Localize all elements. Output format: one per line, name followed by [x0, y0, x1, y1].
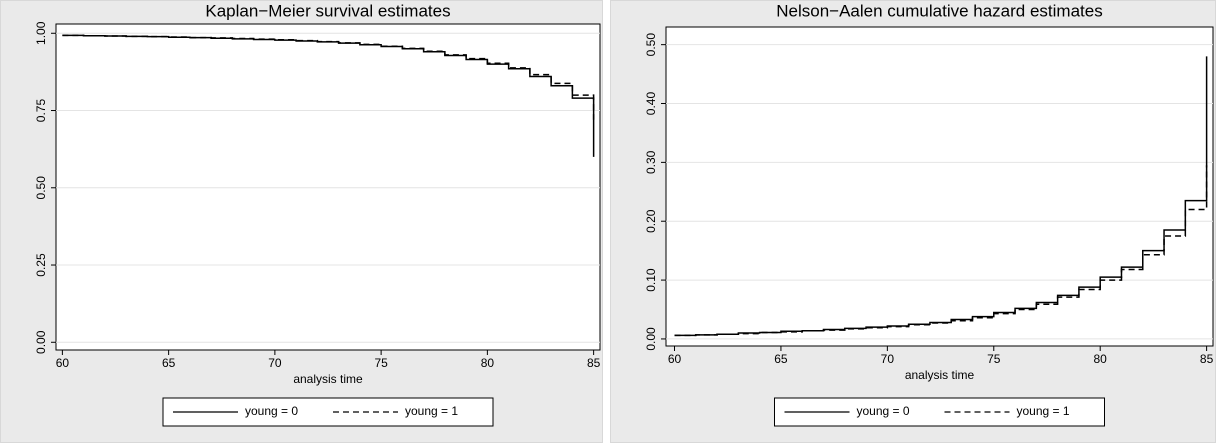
y-tick-label: 0.75	[34, 99, 48, 123]
y-tick-label: 0.10	[644, 268, 658, 292]
x-tick-label: 70	[881, 352, 895, 366]
survival-line	[62, 34, 595, 120]
plot-area	[55, 23, 601, 351]
panel: Nelson−Aalen cumulative hazard estimates…	[610, 0, 1216, 443]
x-tick-label: 80	[481, 356, 495, 370]
y-tick-label: 0.50	[34, 176, 48, 200]
x-axis-label: analysis time	[905, 368, 975, 382]
y-tick-label: 0.00	[34, 330, 48, 354]
chart-title: Kaplan−Meier survival estimates	[205, 1, 450, 20]
x-tick-label: 65	[162, 356, 176, 370]
x-tick-label: 85	[587, 356, 601, 370]
y-tick-label: 1.00	[34, 21, 48, 45]
x-tick-label: 60	[668, 352, 682, 366]
y-tick-label: 0.20	[644, 209, 658, 233]
y-tick-label: 0.25	[34, 253, 48, 277]
x-tick-label: 80	[1094, 352, 1108, 366]
legend-label: young = 1	[405, 404, 458, 418]
x-tick-label: 75	[987, 352, 1001, 366]
x-tick-label: 60	[56, 356, 70, 370]
legend-label: young = 0	[857, 404, 910, 418]
y-tick-label: 0.50	[644, 33, 658, 57]
y-tick-label: 0.40	[644, 92, 658, 116]
legend-box	[162, 397, 494, 427]
chart-title: Nelson−Aalen cumulative hazard estimates	[776, 1, 1102, 20]
x-tick-label: 70	[268, 356, 282, 370]
x-axis-label: analysis time	[293, 372, 363, 386]
panel: Kaplan−Meier survival estimates 0.00 0.25 0…	[0, 0, 603, 443]
x-tick-label: 75	[374, 356, 388, 370]
x-tick-label: 65	[774, 352, 788, 366]
y-tick-label: 0.00	[644, 327, 658, 351]
plot-area	[665, 26, 1214, 347]
survival-line	[674, 165, 1208, 337]
legend-label: young = 0	[245, 404, 298, 418]
x-tick-label: 85	[1200, 352, 1214, 366]
legend-label: young = 1	[1017, 404, 1070, 418]
y-tick-label: 0.30	[644, 150, 658, 174]
